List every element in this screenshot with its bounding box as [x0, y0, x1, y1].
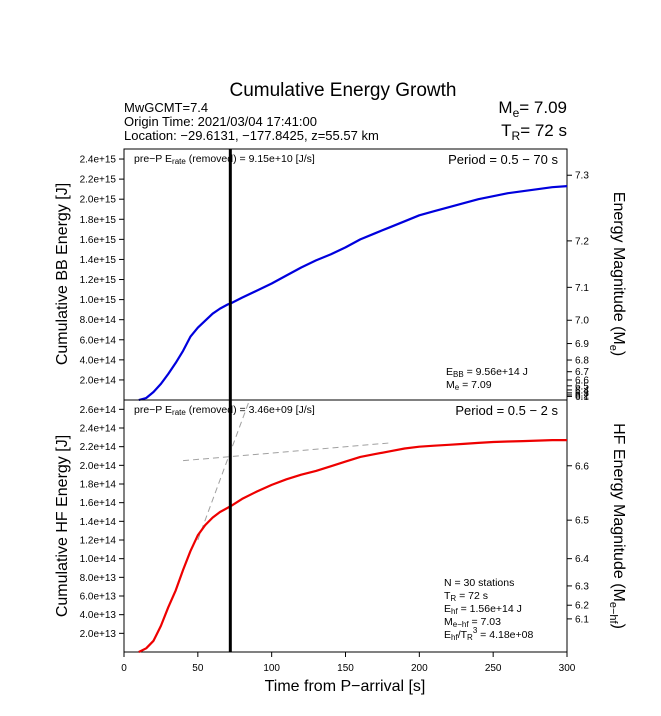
hf-period-label: Period = 0.5 − 2 s: [455, 403, 558, 418]
hf-tr-annotation: TR = 72 s: [444, 590, 488, 603]
hf-ratio-annotation: Ehf/TR3 = 4.18e+08: [444, 626, 533, 642]
bb-y2-axis-label: Energy Magnitude (Me): [607, 192, 627, 356]
hf-y-tick-label: 6.0e+13: [80, 592, 117, 603]
hf-y-tick-label: 1.4e+14: [80, 517, 117, 528]
bb-prep-annotation: pre−P Erate (removed) = 9.15e+10 [J/s]: [134, 153, 315, 166]
hf-y2-tick-label: 6.6: [575, 461, 589, 472]
hf-y2-tick-label: 6.4: [575, 554, 589, 565]
x-tick-label: 300: [559, 663, 576, 674]
bb-panel: 2.0e+14 4.0e+14 6.0e+14 8.0e+14 1.0e+15 1.2e+…: [54, 148, 627, 403]
x-tick-label: 50: [192, 663, 204, 674]
hf-y-tick-label: 2.6e+14: [80, 405, 117, 416]
bb-y2-tick-label: 6.2: [575, 390, 589, 401]
bb-y2-tick-label: 6.6: [575, 375, 589, 386]
hf-y2-tick-label: 6.5: [575, 516, 589, 527]
hf-y-tick-label: 4.0e+13: [80, 610, 117, 621]
me-summary: Me= 7.09: [498, 98, 567, 120]
hf-y-tick-label: 1.8e+14: [80, 480, 117, 491]
bb-y-tick-label: 2.0e+14: [80, 375, 117, 386]
bb-y2-tick-label: 6.4: [575, 385, 589, 396]
bb-y2-tick-label: 6.8: [575, 356, 589, 367]
event-magnitude: MwGCMT=7.4: [124, 100, 208, 115]
hf-panel: 2.0e+13 4.0e+13 6.0e+13 8.0e+13 1.0e+14 1.2e+…: [54, 399, 627, 653]
hf-y-tick-label: 1.6e+14: [80, 498, 117, 509]
bb-y-tick-label: 4.0e+14: [80, 355, 117, 366]
bb-y2-tick-label: 6.7: [575, 367, 589, 378]
x-tick-label: 250: [485, 663, 502, 674]
bb-y-tick-label: 2.0e+15: [80, 195, 117, 206]
bb-y2-tick-label: 7.0: [575, 316, 589, 327]
hf-y2-tick-label: 6.2: [575, 601, 589, 612]
hf-stations-annotation: N = 30 stations: [444, 577, 514, 589]
hf-y-tick-label: 2.0e+13: [80, 629, 117, 640]
hf-y-tick-label: 2.4e+14: [80, 424, 117, 435]
x-tick-label: 200: [411, 663, 428, 674]
bb-plot-area: [123, 148, 568, 401]
bb-y2-tick-label: 7.2: [575, 236, 589, 247]
x-axis-label: Time from P−arrival [s]: [265, 678, 426, 695]
hf-y-tick-label: 1.0e+14: [80, 554, 117, 565]
hf-y-axis-label: Cumulative HF Energy [J]: [54, 435, 71, 617]
hf-magnitude-annotation: Me−hf = 7.03: [444, 616, 501, 629]
bb-y-tick-label: 1.4e+15: [80, 255, 117, 266]
hf-series-line: [138, 439, 567, 653]
hf-y-tick-label: 8.0e+13: [80, 573, 117, 584]
bb-y2-tick-label: 6.1: [575, 392, 589, 403]
bb-y-tick-label: 6.0e+14: [80, 335, 117, 346]
x-tick-label: 0: [121, 663, 127, 674]
bb-energy-annotation: EBB = 9.56e+14 J: [446, 366, 528, 379]
bb-y-tick-label: 8.0e+14: [80, 315, 117, 326]
hf-guide-line: [197, 399, 250, 541]
hf-y2-tick-label: 6.1: [575, 614, 589, 625]
bb-y-tick-label: 1.6e+15: [80, 235, 117, 246]
bb-y2-tick-label: 6.5: [575, 381, 589, 392]
hf-prep-annotation: pre−P Erate (removed) = 3.46e+09 [J/s]: [134, 404, 315, 417]
hf-y-tick-label: 2.0e+14: [80, 461, 117, 472]
figure-title: Cumulative Energy Growth: [229, 80, 456, 101]
hf-guide-line: [183, 442, 390, 462]
hf-y-tick-label: 2.2e+14: [80, 442, 117, 453]
x-tick-label: 150: [337, 663, 354, 674]
bb-y-tick-label: 2.2e+15: [80, 175, 117, 186]
event-location: Location: −29.6131, −177.8425, z=55.57 k…: [124, 128, 379, 143]
bb-y-tick-label: 1.2e+15: [80, 275, 117, 286]
bb-y-axis-label: Cumulative BB Energy [J]: [54, 183, 71, 365]
bb-series-line: [138, 185, 568, 402]
bb-period-label: Period = 0.5 − 70 s: [448, 152, 558, 167]
event-origin-time: Origin Time: 2021/03/04 17:41:00: [124, 114, 317, 129]
bb-y2-tick-label: 7.3: [575, 171, 589, 182]
x-tick-label: 100: [263, 663, 280, 674]
bb-y-tick-label: 1.8e+15: [80, 215, 117, 226]
hf-energy-annotation: Ehf = 1.56e+14 J: [444, 603, 522, 616]
hf-y2-axis-label: HF Energy Magnitude (Me−hf): [607, 423, 627, 629]
bb-y2-tick-label: 7.1: [575, 283, 589, 294]
bb-y2-tick-label: 6.3: [575, 388, 589, 399]
hf-y2-tick-label: 6.3: [575, 581, 589, 592]
bb-y2-tick-label: 6.9: [575, 339, 589, 350]
hf-y-tick-label: 1.2e+14: [80, 536, 117, 547]
tr-summary: TR= 72 s: [501, 121, 567, 143]
bb-y-tick-label: 2.4e+15: [80, 155, 117, 166]
bb-y-tick-label: 1.0e+15: [80, 295, 117, 306]
bb-magnitude-annotation: Me = 7.09: [446, 379, 492, 392]
